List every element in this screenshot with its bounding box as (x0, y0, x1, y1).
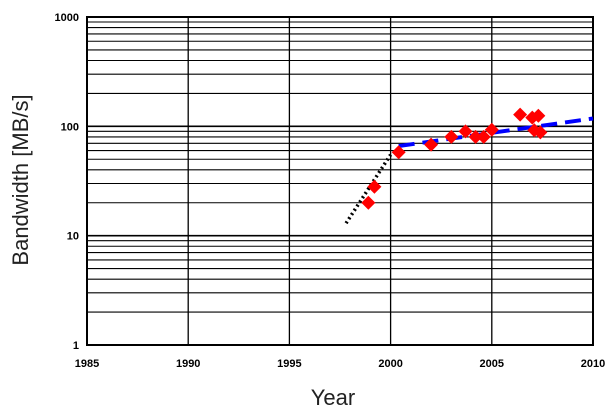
data-point (468, 129, 483, 144)
data-point (391, 145, 406, 160)
data-point (484, 122, 499, 137)
data-point (361, 195, 376, 210)
grid (86, 16, 594, 346)
data-point (458, 124, 473, 139)
x-axis-title: Year (311, 385, 355, 410)
x-tick-label: 1995 (277, 358, 301, 370)
x-tick-label: 2000 (378, 358, 402, 370)
y-tick-label: 1 (73, 340, 79, 352)
x-tick-label: 2010 (581, 358, 605, 370)
y-tick-label: 10 (67, 231, 79, 243)
y-tick-label: 100 (61, 121, 79, 133)
x-tick-label: 1985 (75, 358, 99, 370)
data-point (513, 107, 528, 122)
trend-line-dotted (344, 153, 393, 225)
tick-labels: 1985 1990 1995 2000 2005 2010 1 10 100 1000 (55, 12, 606, 370)
x-tick-label: 1990 (176, 358, 200, 370)
data-point (476, 129, 491, 144)
x-tick-label: 2005 (480, 358, 504, 370)
data-point (424, 137, 439, 152)
y-axis-title: Bandwidth [MB/s] (8, 94, 33, 265)
data-point (367, 179, 382, 194)
data-point (444, 129, 459, 144)
y-tick-label: 1000 (55, 12, 79, 24)
data-points (361, 107, 548, 210)
data-point (533, 125, 548, 140)
data-point (531, 108, 546, 123)
plot-area (86, 16, 594, 346)
